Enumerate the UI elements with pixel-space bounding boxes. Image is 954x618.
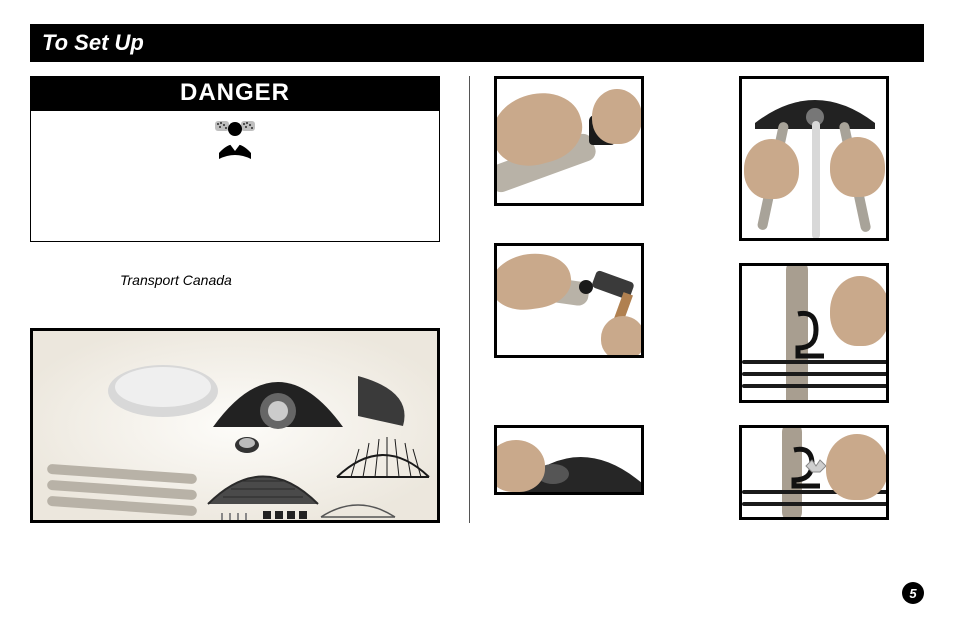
danger-body xyxy=(31,111,439,241)
inhalation-hazard-icon xyxy=(211,117,259,166)
slide-bowl-onto-frame xyxy=(494,425,644,495)
insert-foot-cap-into-leg xyxy=(494,76,644,206)
transport-canada-note: Transport Canada xyxy=(120,272,445,288)
page-number-badge: 5 xyxy=(902,582,924,604)
danger-callout-box: DANGER xyxy=(30,76,440,242)
two-column-layout: DANGER xyxy=(30,76,924,523)
parts-layout-photo xyxy=(30,328,440,523)
tap-leg-end-with-hammer xyxy=(494,243,644,358)
right-column xyxy=(470,76,924,523)
hook-shelf-bracket-onto-leg xyxy=(739,263,889,403)
danger-heading: DANGER xyxy=(31,77,439,111)
assembly-steps-grid xyxy=(494,76,924,520)
left-column: DANGER xyxy=(30,76,470,523)
attach-legs-to-base-underside xyxy=(739,76,889,241)
secure-shelf-with-wingnut xyxy=(739,425,889,520)
section-title-bar: To Set Up xyxy=(30,24,924,62)
